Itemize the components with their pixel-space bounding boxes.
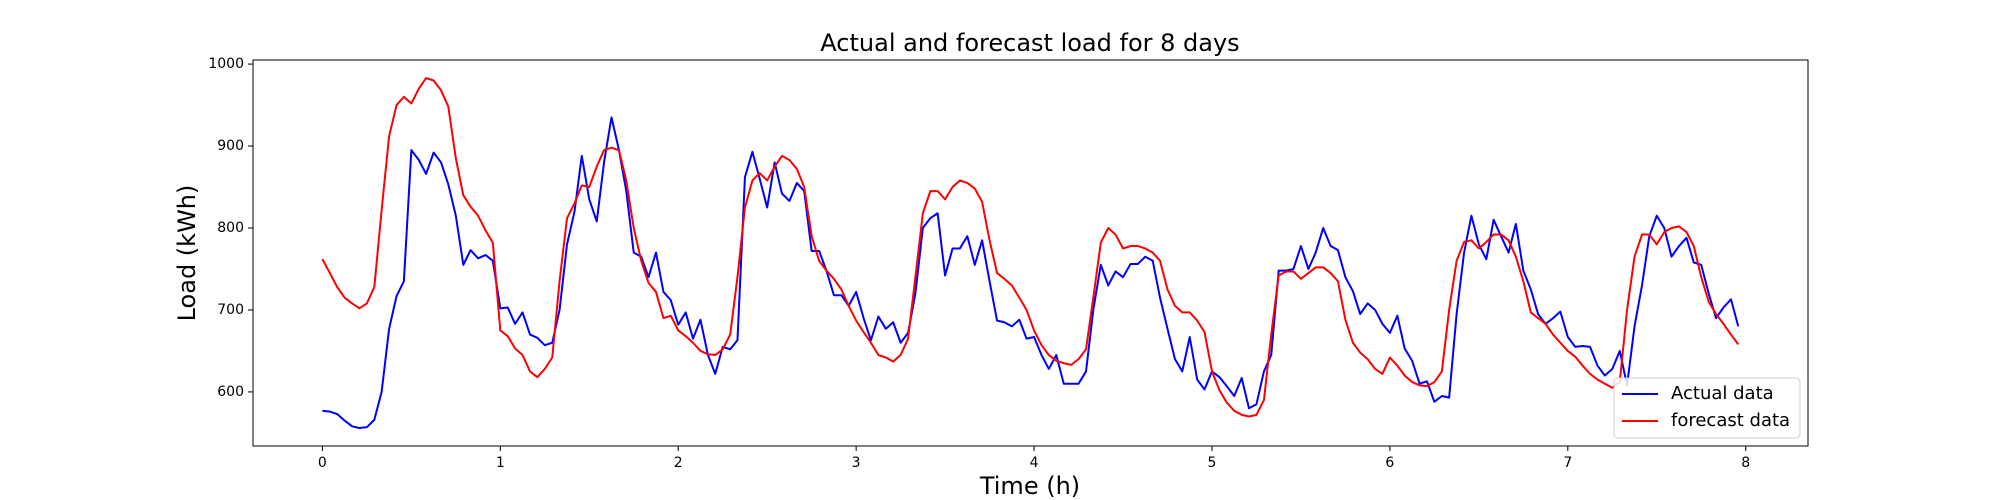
- y-axis-label: Load (kWh): [173, 185, 201, 322]
- series-line: [322, 116, 1740, 429]
- series-line: [321, 77, 1740, 418]
- plot-frame: [252, 59, 1809, 447]
- legend-box: [1613, 377, 1801, 439]
- y-tick-label: 600: [217, 384, 244, 400]
- x-tick-label: 7: [1563, 455, 1572, 471]
- x-tick-label: 8: [1741, 455, 1750, 471]
- x-axis-label: Time (h): [979, 472, 1080, 500]
- x-tick-label: 5: [1208, 455, 1217, 471]
- y-tick-label: 700: [217, 302, 244, 318]
- chart-title: Actual and forecast load for 8 days: [820, 29, 1239, 57]
- x-tick-label: 1: [496, 455, 505, 471]
- y-tick-label: 1000: [208, 56, 244, 72]
- x-tick-label: 2: [674, 455, 683, 471]
- x-tick-label: 0: [318, 455, 327, 471]
- legend-label: forecast data: [1671, 410, 1790, 431]
- y-tick-label: 800: [217, 220, 244, 236]
- y-tick-label: 900: [217, 138, 244, 154]
- x-tick-label: 3: [852, 455, 861, 471]
- x-tick-label: 6: [1385, 455, 1394, 471]
- legend-label: Actual data: [1671, 383, 1774, 404]
- x-tick-label: 4: [1030, 455, 1039, 471]
